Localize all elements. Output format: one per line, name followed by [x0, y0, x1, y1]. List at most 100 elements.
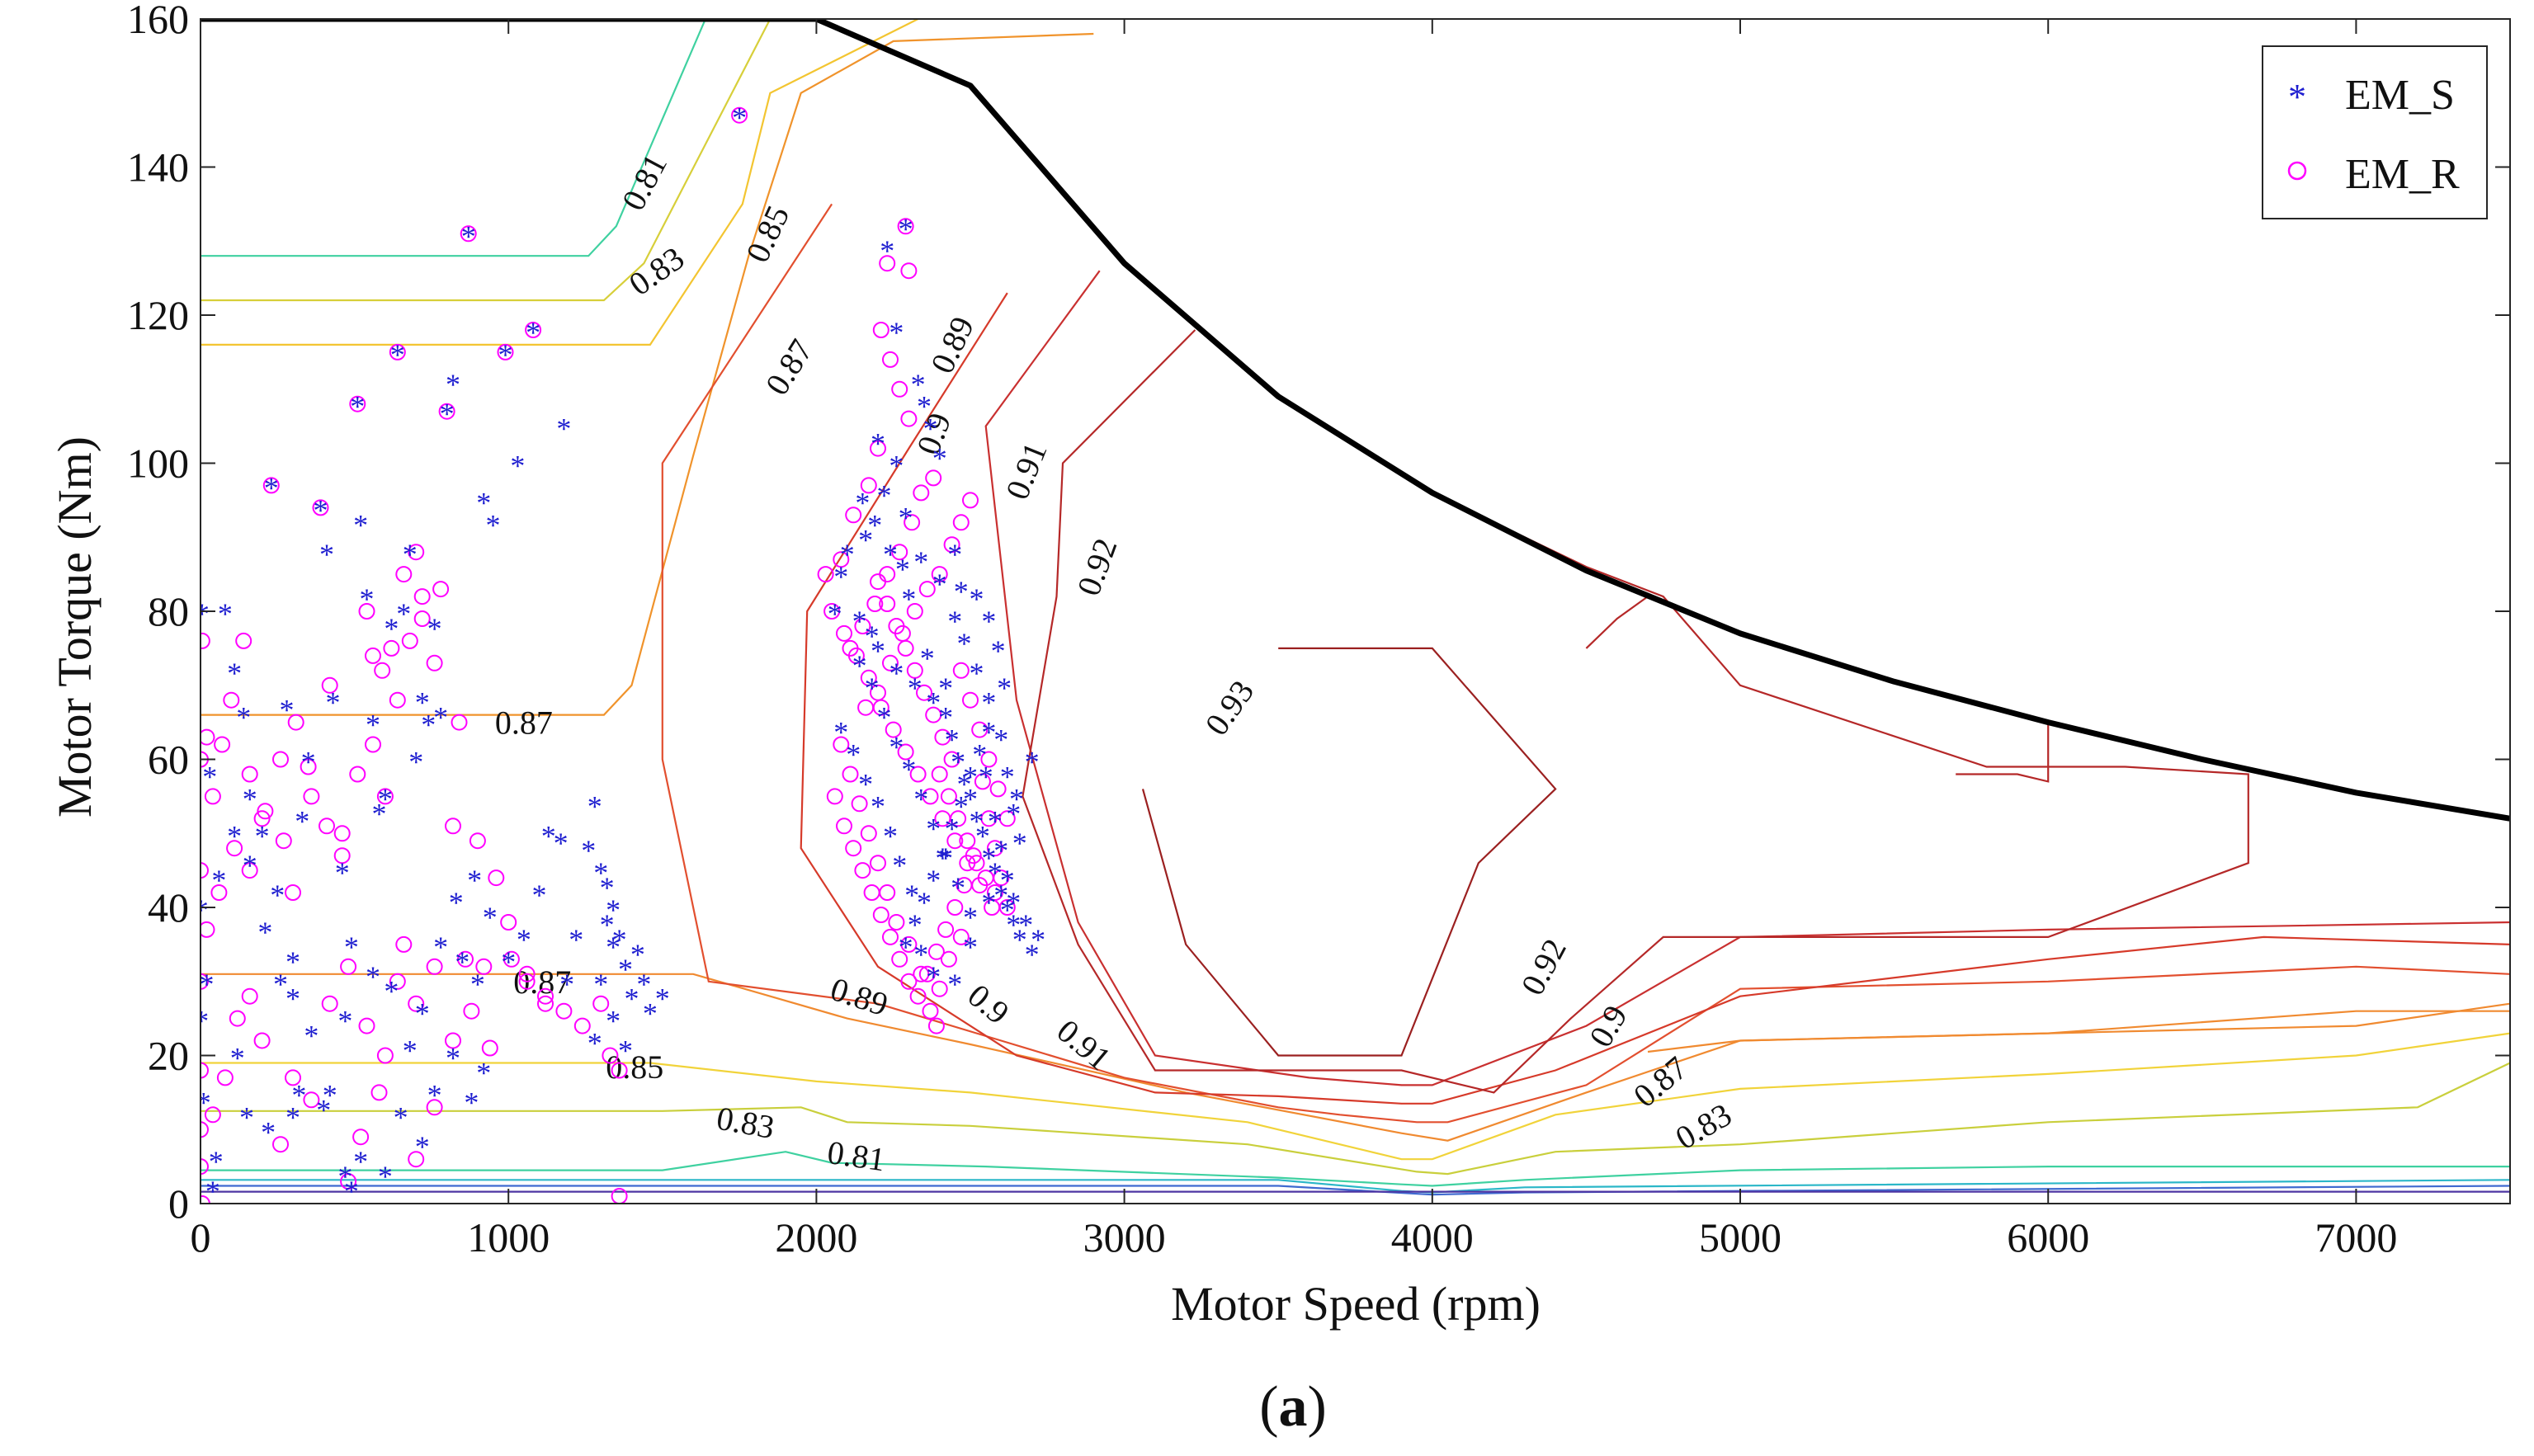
em-r-point — [860, 825, 877, 842]
em-s-point: * — [464, 1086, 479, 1119]
em-r-point — [888, 914, 905, 931]
em-s-point: * — [963, 782, 978, 815]
contour-line-0-91 — [984, 270, 2510, 1086]
x-tick-label: 0 — [191, 1214, 211, 1260]
em-r-point — [319, 818, 335, 835]
em-r-point — [303, 1091, 320, 1109]
em-r-point — [488, 869, 505, 887]
em-r-point — [201, 973, 209, 990]
em-s-point: * — [366, 960, 380, 993]
em-s-point: * — [335, 856, 350, 889]
em-s-point: * — [483, 901, 498, 934]
em-s-point: * — [1006, 797, 1021, 830]
em-s-point: * — [979, 761, 993, 794]
em-r-point — [201, 1062, 209, 1079]
em-s-point: * — [904, 879, 919, 912]
em-r-point — [946, 832, 964, 850]
em-s-point: * — [865, 671, 880, 704]
em-r-point — [952, 514, 970, 531]
em-s-point: * — [196, 1086, 211, 1119]
em-s-point: * — [899, 212, 913, 245]
em-s-point: * — [600, 908, 615, 941]
em-s-point: * — [923, 412, 938, 445]
em-r-point — [833, 736, 850, 753]
em-r-point — [870, 684, 886, 701]
em-s-point: * — [865, 620, 880, 653]
em-r-point — [959, 832, 976, 850]
em-s-point: * — [991, 634, 1006, 667]
x-tick-label: 1000 — [467, 1214, 550, 1260]
em-r-point — [965, 847, 982, 865]
em-s-point: * — [926, 812, 941, 845]
em-r-point — [980, 751, 998, 768]
em-s-point: * — [840, 538, 855, 571]
em-s-point: * — [581, 834, 596, 867]
em-r-point — [395, 566, 413, 583]
em-s-point: * — [433, 701, 448, 734]
em-s-point: * — [319, 538, 334, 571]
em-s-point: * — [394, 1100, 408, 1133]
em-r-point — [962, 691, 979, 709]
em-r-point — [475, 958, 493, 975]
em-s-point: * — [945, 812, 960, 845]
em-r-point — [863, 884, 880, 901]
em-r-point — [940, 788, 957, 805]
em-s-point: * — [963, 761, 978, 794]
em-r-point — [879, 255, 896, 272]
em-s-point: * — [981, 605, 996, 638]
em-s-point: * — [935, 841, 950, 874]
em-s-point: * — [913, 938, 928, 971]
em-r-point — [525, 322, 542, 338]
contour-line-0-85 — [201, 1032, 2510, 1161]
em-r-point — [872, 907, 889, 923]
em-r-point — [235, 632, 252, 649]
em-s-point: * — [877, 478, 892, 511]
em-s-point: * — [194, 893, 209, 926]
em-s-point: * — [195, 597, 210, 630]
em-s-point: * — [917, 886, 932, 919]
em-s-point: * — [970, 804, 984, 837]
em-r-point — [463, 1002, 480, 1020]
em-r-point — [537, 987, 554, 1005]
em-s-point: * — [295, 804, 309, 837]
y-tick-label: 60 — [148, 737, 189, 783]
em-s-point: * — [350, 390, 365, 423]
em-s-point: * — [889, 450, 904, 483]
em-r-point — [851, 795, 868, 813]
em-r-point — [891, 544, 908, 561]
y-tick-label: 120 — [127, 292, 189, 338]
em-s-point: * — [230, 1042, 245, 1075]
em-r-point — [845, 840, 862, 857]
em-s-point: * — [871, 427, 885, 460]
em-s-point: * — [963, 931, 978, 964]
em-s-point: * — [970, 657, 984, 690]
em-s-point: * — [593, 856, 608, 889]
em-s-point: * — [353, 1145, 368, 1178]
em-s-point: * — [255, 819, 270, 852]
em-r-point — [408, 544, 425, 561]
em-r-point — [321, 676, 338, 694]
em-s-point: * — [440, 398, 455, 431]
em-s-point: * — [593, 968, 608, 1001]
em-r-point — [340, 1173, 357, 1190]
em-r-point — [817, 566, 834, 583]
em-s-point: * — [963, 901, 978, 934]
em-s-point: * — [554, 827, 569, 860]
em-r-point — [376, 1047, 394, 1064]
em-s-point: * — [889, 731, 904, 764]
em-r-point — [950, 810, 967, 827]
contour-label: 0.85 — [606, 1048, 663, 1086]
em-s-point: * — [236, 701, 251, 734]
em-s-point: * — [243, 782, 257, 815]
contour-line-0-89 — [661, 203, 2510, 1124]
em-s-point: * — [344, 1175, 359, 1208]
em-s-point: * — [947, 605, 962, 638]
em-r-point — [214, 736, 231, 753]
em-s-point: * — [643, 997, 658, 1030]
em-s-point: * — [239, 1100, 254, 1133]
em-s-point: * — [1012, 923, 1027, 956]
em-r-point — [451, 714, 468, 731]
em-s-point: * — [559, 968, 574, 1001]
em-s-point: * — [421, 709, 436, 742]
em-r-point — [537, 995, 554, 1012]
